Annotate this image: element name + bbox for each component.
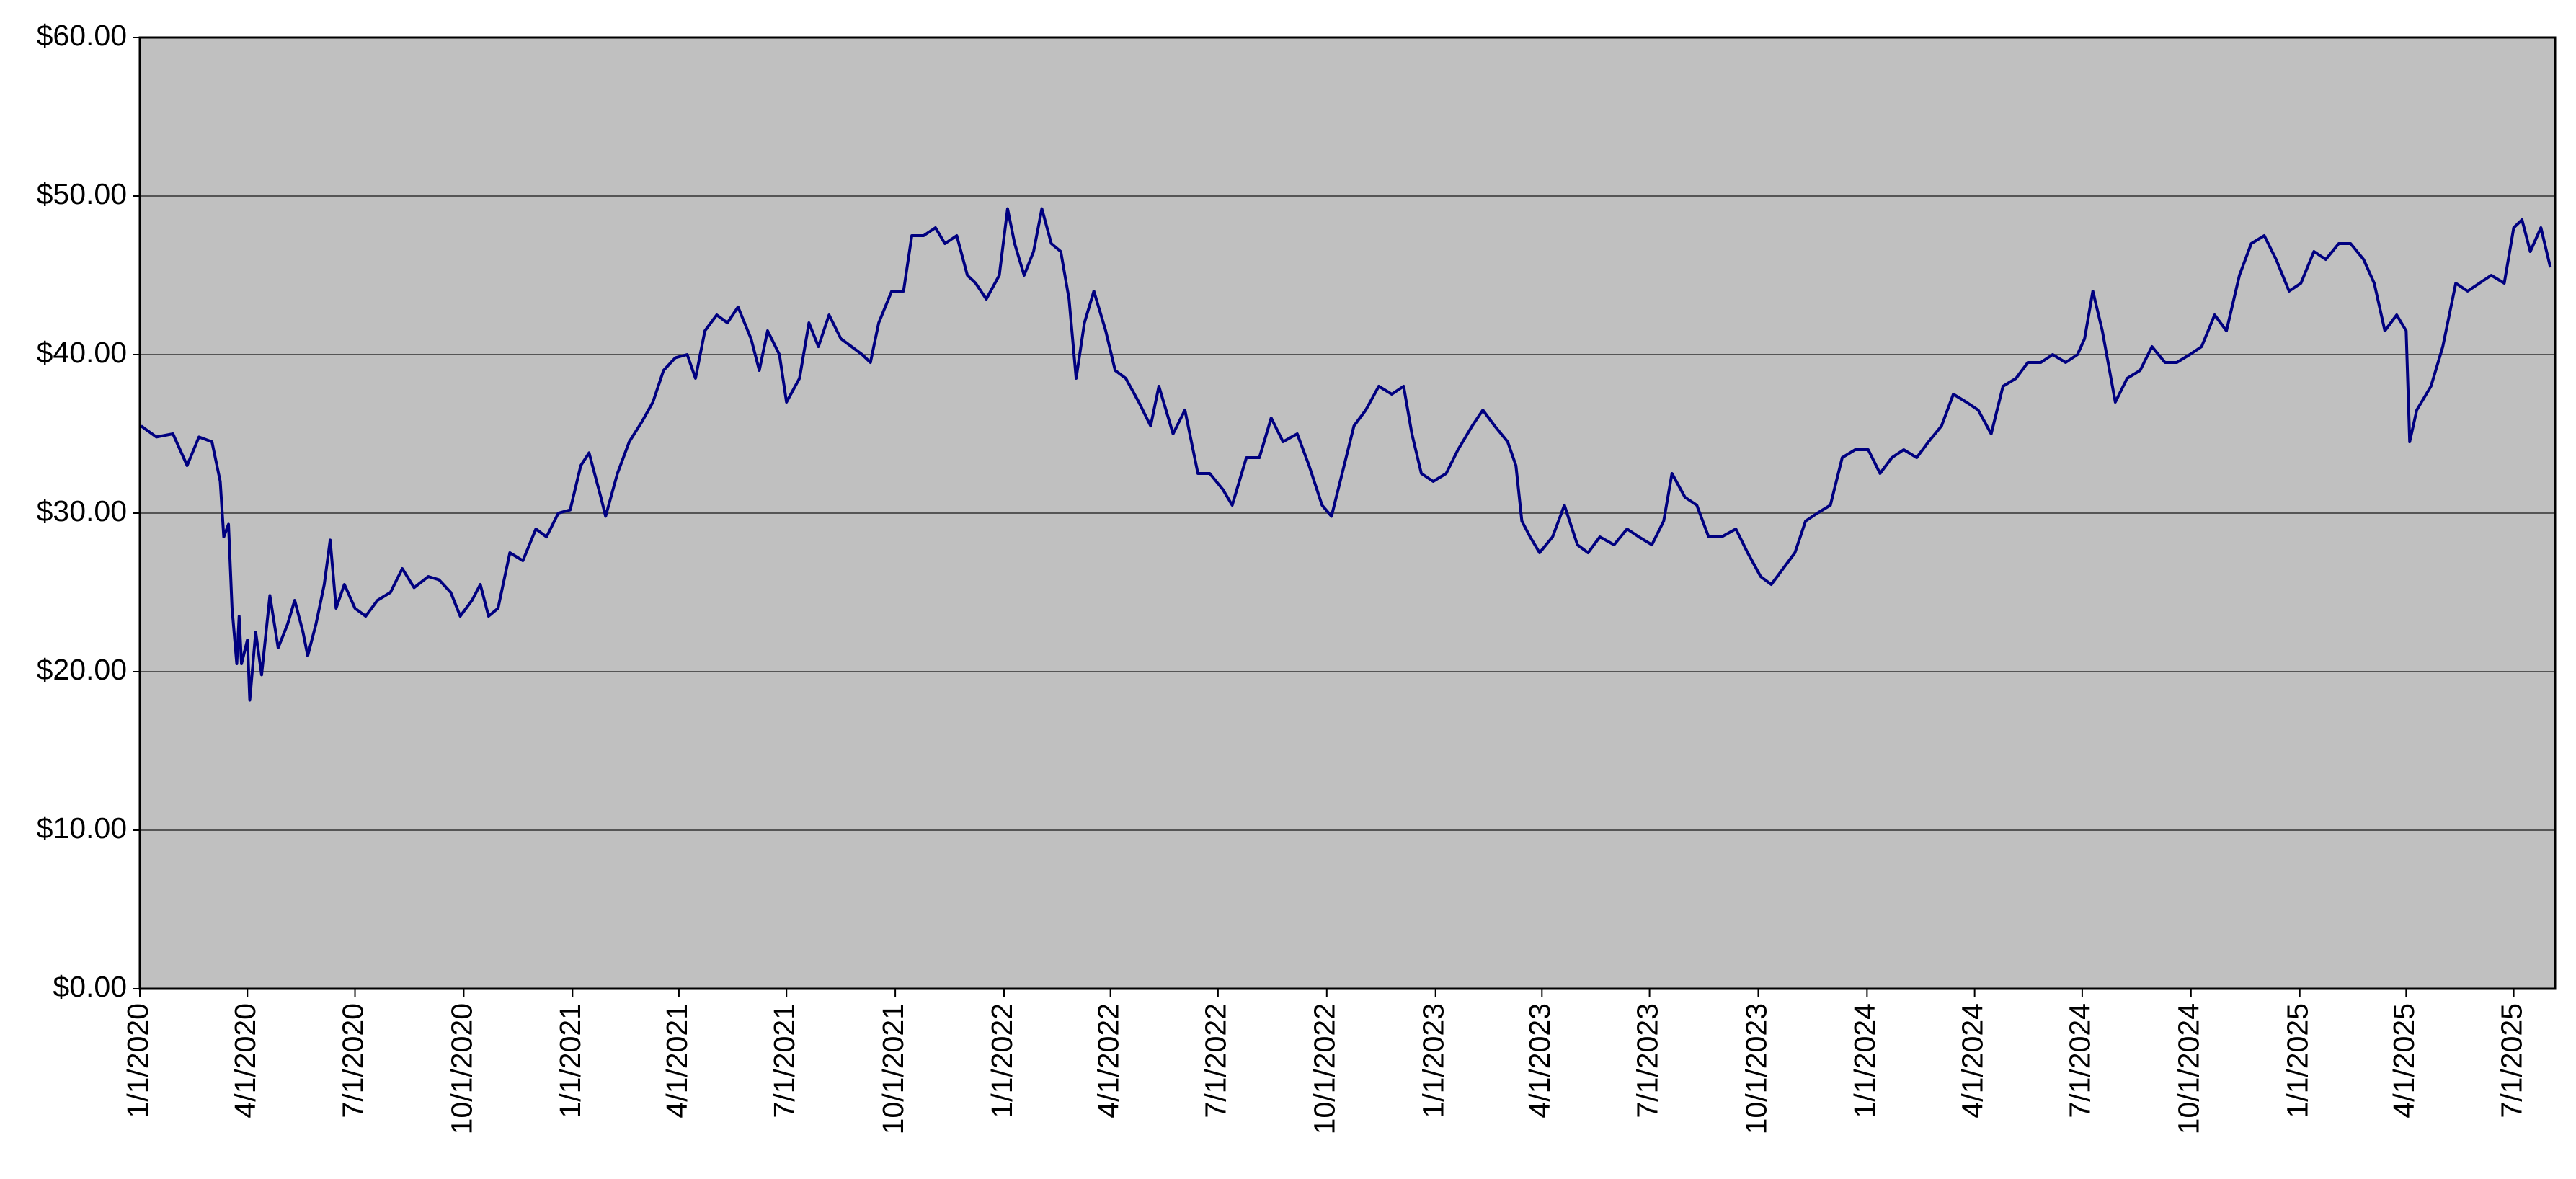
x-tick-label: 4/1/2021 — [660, 1003, 693, 1118]
x-tick-label: 1/1/2021 — [554, 1003, 587, 1118]
y-tick-label: $40.00 — [37, 336, 127, 369]
x-tick-label: 7/1/2022 — [1199, 1003, 1233, 1118]
y-tick-label: $60.00 — [37, 19, 127, 52]
y-tick-label: $30.00 — [37, 494, 127, 528]
x-tick-label: 4/1/2022 — [1091, 1003, 1124, 1118]
y-tick-label: $50.00 — [37, 177, 127, 210]
x-tick-label: 7/1/2020 — [336, 1003, 369, 1118]
y-tick-label: $0.00 — [53, 970, 127, 1003]
y-tick-label: $20.00 — [37, 653, 127, 686]
x-tick-label: 4/1/2020 — [228, 1003, 262, 1118]
price-line — [140, 207, 2552, 702]
x-tick-label: 10/1/2022 — [1308, 1003, 1341, 1134]
y-tick-label: $10.00 — [37, 811, 127, 845]
x-tick-label: 10/1/2023 — [1739, 1003, 1772, 1134]
x-tick-label: 7/1/2021 — [768, 1003, 801, 1118]
x-tick-label: 1/1/2025 — [2281, 1003, 2314, 1118]
x-tick-label: 1/1/2024 — [1848, 1003, 1881, 1118]
x-tick-label: 10/1/2021 — [876, 1003, 910, 1134]
x-tick-label: 4/1/2025 — [2387, 1003, 2420, 1118]
plot-border — [138, 36, 2557, 990]
x-tick-label: 1/1/2022 — [985, 1003, 1018, 1118]
x-tick-label: 4/1/2024 — [1955, 1003, 1989, 1118]
x-tick-label: 10/1/2020 — [445, 1003, 478, 1134]
x-tick-label: 7/1/2023 — [1630, 1003, 1664, 1118]
x-tick-label: 1/1/2023 — [1417, 1003, 1450, 1118]
x-tick-label: 1/1/2020 — [121, 1003, 154, 1118]
x-tick-label: 4/1/2023 — [1523, 1003, 1556, 1118]
x-tick-label: 7/1/2024 — [2064, 1003, 2097, 1118]
x-tick-label: 7/1/2025 — [2495, 1003, 2528, 1118]
x-tick-label: 10/1/2024 — [2172, 1003, 2206, 1134]
